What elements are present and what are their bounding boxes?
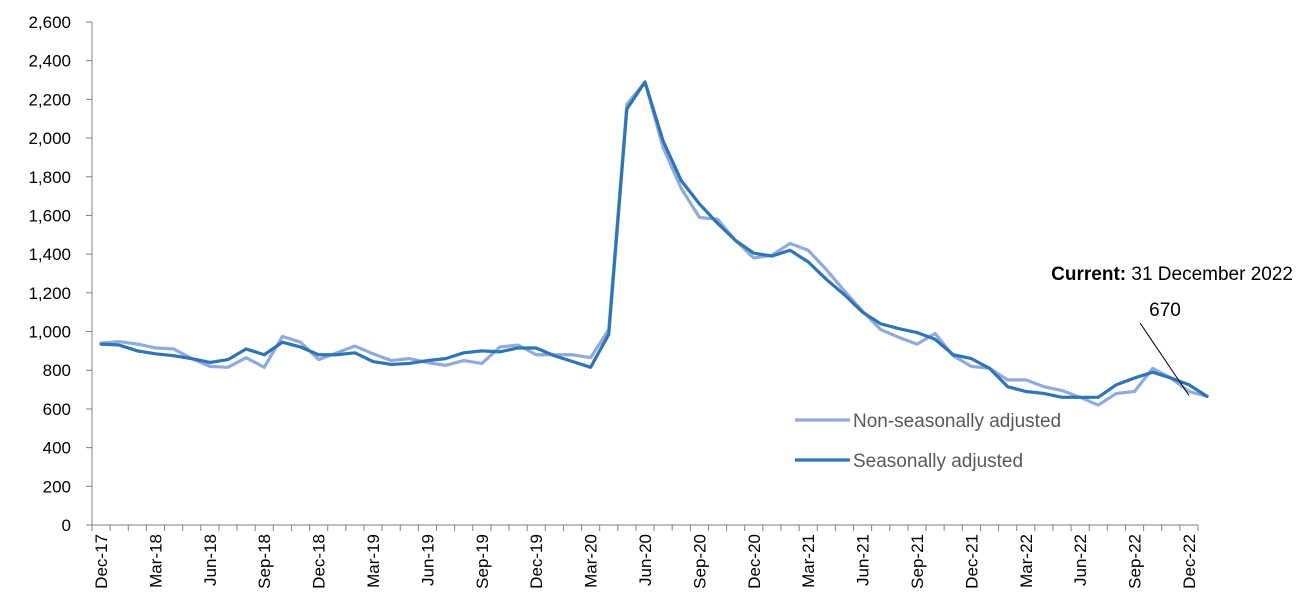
y-tick-label: 2,000 [28, 129, 71, 148]
y-tick-label: 1,600 [28, 206, 71, 225]
x-tick-label: Sep-21 [908, 534, 927, 589]
x-axis-ticks: Dec-17 Mar-18 Jun-18 Sep-18 Dec-18 Mar-19 Jun-… [91, 525, 1199, 589]
legend-label-seasonally-adjusted: Seasonally adjusted [853, 451, 1023, 472]
x-tick-label: Sep-19 [473, 534, 492, 589]
annotation-date: Current: 31 December 2022 [1051, 264, 1293, 285]
x-tick-label: Dec-18 [310, 534, 329, 589]
annotation-value: 670 [1149, 300, 1181, 321]
y-tick-label: 800 [43, 361, 71, 380]
x-tick-label: Dec-19 [527, 534, 546, 589]
x-tick-label: Mar-18 [146, 534, 165, 588]
x-tick-label: Jun-19 [418, 534, 437, 586]
series-line-non-seasonally-adjusted [99, 80, 1209, 407]
x-tick-label: Jun-18 [201, 534, 220, 586]
y-tick-label: 400 [43, 439, 71, 458]
x-tick-label: Sep-22 [1126, 534, 1145, 589]
x-tick-label: Dec-17 [92, 534, 111, 589]
y-tick-label: 2,200 [28, 90, 71, 109]
x-tick-label: Dec-22 [1180, 534, 1199, 589]
y-tick-label: 1,400 [28, 245, 71, 264]
x-tick-label: Sep-18 [255, 534, 274, 589]
current-annotation: Current: 31 December 2022 670 [1051, 264, 1293, 396]
annotation-label-rest: 31 December 2022 [1126, 264, 1293, 285]
y-tick-label: 2,600 [28, 13, 71, 32]
y-tick-label: 1,200 [28, 284, 71, 303]
x-tick-label: Mar-20 [582, 534, 601, 588]
x-tick-label: Dec-21 [962, 534, 981, 589]
x-tick-label: Dec-20 [745, 534, 764, 589]
x-tick-label: Mar-19 [364, 534, 383, 588]
x-tick-label: Jun-21 [854, 534, 873, 586]
annotation-leader-line [1139, 322, 1190, 396]
y-tick-label: 600 [43, 400, 71, 419]
y-tick-label: 1,800 [28, 168, 71, 187]
chart-axes [91, 22, 1198, 526]
legend-label-non-seasonally-adjusted: Non-seasonally adjusted [853, 411, 1061, 432]
x-tick-label: Jun-20 [636, 534, 655, 586]
x-tick-label: Sep-20 [690, 534, 709, 589]
x-tick-label: Mar-22 [1017, 534, 1036, 588]
x-tick-label: Jun-22 [1071, 534, 1090, 586]
annotation-label-bold: Current: [1051, 264, 1126, 285]
x-tick-label: Mar-21 [799, 534, 818, 588]
y-tick-label: 2,400 [28, 52, 71, 71]
series-lines [99, 80, 1209, 407]
legend: Non-seasonally adjusted Seasonally adjust… [795, 411, 1061, 472]
series-line-seasonally-adjusted [99, 80, 1209, 399]
y-tick-label: 200 [43, 477, 71, 496]
y-tick-label: 1,000 [28, 323, 71, 342]
y-axis-ticks: 0 200 400 600 800 1,000 1,200 1,400 1,600 1,800 2,… [28, 13, 92, 535]
y-tick-label: 0 [62, 516, 71, 535]
